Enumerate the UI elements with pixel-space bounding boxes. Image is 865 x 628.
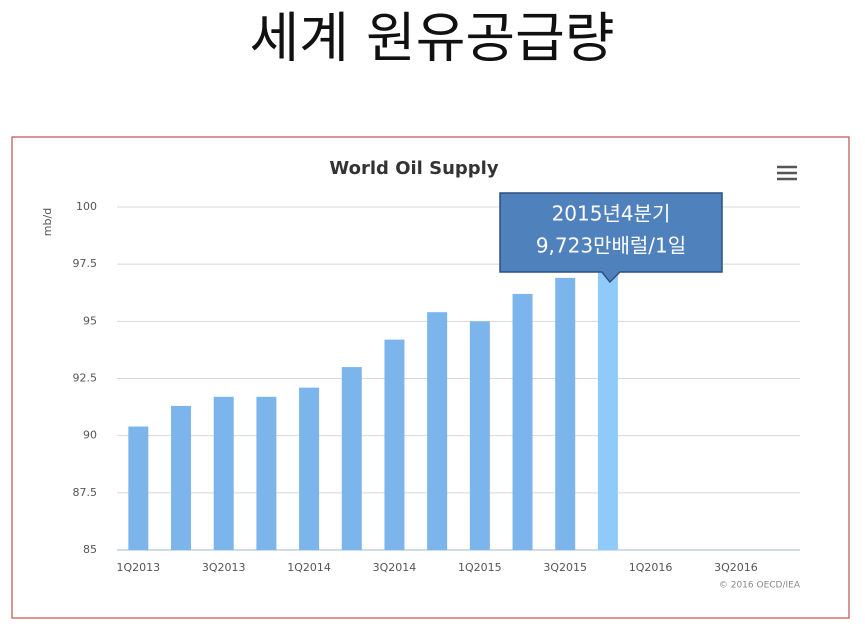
x-tick-label: 3Q2014 (373, 561, 417, 574)
x-tick-label: 3Q2016 (714, 561, 758, 574)
x-tick-label: 1Q2016 (629, 561, 673, 574)
credit: © 2016 OECD/IEA (719, 581, 801, 591)
bar (512, 293, 533, 550)
x-tick-label: 1Q2014 (287, 561, 331, 574)
tooltip-text: 2015년4분기 (552, 202, 671, 226)
bar (469, 321, 490, 550)
x-tick-label: 3Q2013 (202, 561, 246, 574)
bar (555, 277, 576, 550)
y-tick-label: 100 (76, 200, 97, 213)
bar (171, 405, 192, 550)
y-tick-label: 95 (83, 314, 97, 327)
menu-icon[interactable] (777, 165, 797, 181)
bar (256, 396, 277, 550)
bar (213, 396, 234, 550)
bar (427, 312, 448, 550)
y-tick-label: 85 (83, 543, 97, 556)
x-tick-label: 3Q2015 (543, 561, 587, 574)
tooltip-text: 9,723만배럴/1일 (536, 234, 686, 258)
bar (384, 339, 405, 550)
bar (341, 367, 362, 550)
y-tick-label: 97.5 (73, 257, 98, 270)
y-axis-label: mb/d (41, 208, 54, 236)
slide-title: 세계 원유공급량 (250, 7, 615, 70)
x-tick-label: 1Q2013 (117, 561, 161, 574)
tooltip-box (499, 192, 723, 284)
bar (128, 426, 149, 550)
bar (299, 387, 320, 550)
y-tick-label: 90 (83, 429, 97, 442)
y-tick-label: 87.5 (73, 486, 98, 499)
x-tick-label: 1Q2015 (458, 561, 502, 574)
bar (597, 270, 618, 550)
chart-title: World Oil Supply (329, 158, 498, 179)
y-tick-label: 92.5 (73, 372, 98, 385)
